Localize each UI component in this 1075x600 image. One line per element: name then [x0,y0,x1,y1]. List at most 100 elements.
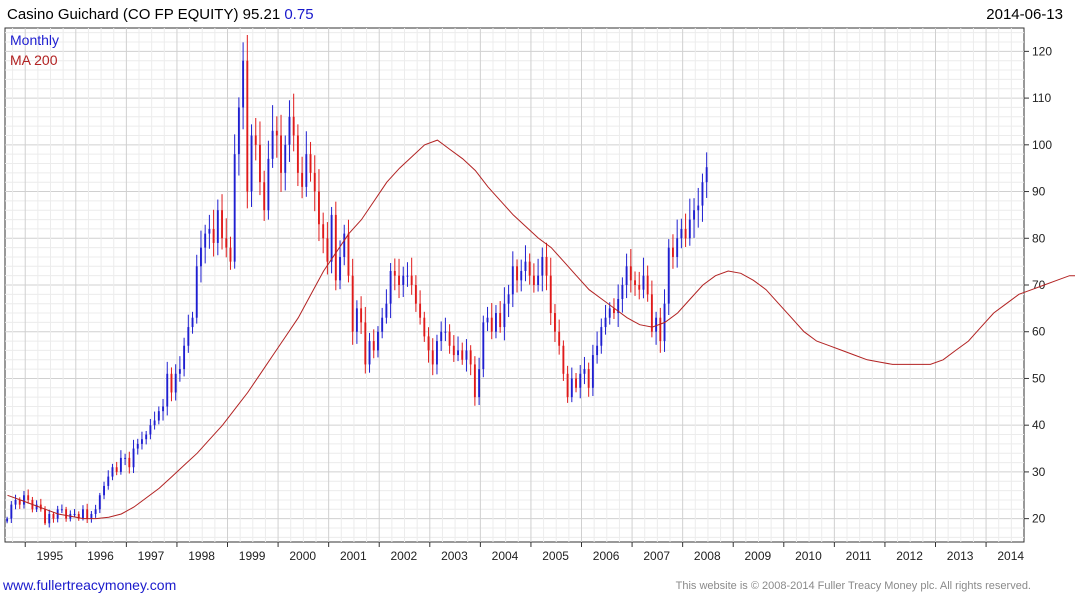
y-tick-label: 90 [1032,185,1046,199]
candle-body [680,228,683,239]
candle-body [221,210,223,239]
candle-body [600,327,603,346]
x-tick-label: 2004 [492,549,519,563]
y-tick-label: 50 [1032,371,1046,385]
candle-body [115,467,118,472]
candle-body [153,420,156,426]
copyright-notice: This website is © 2008-2014 Fuller Treac… [675,580,1031,592]
candle-body [90,513,93,519]
candle-body [313,172,316,192]
candle-body [254,135,257,145]
candle-body [343,233,346,257]
candle-body [524,261,527,271]
x-tick-label: 2005 [542,549,569,563]
candle-body [385,303,388,318]
candle-body [73,513,76,515]
ma200-line [7,139,1075,520]
candle-body [617,299,620,314]
candle-body [507,294,510,304]
candle-body [452,345,455,356]
candle-body [646,275,649,295]
candle-body [191,317,194,328]
candle-body [124,457,127,459]
candle-body [360,308,363,323]
candle-body [242,60,245,108]
x-tick-label: 1998 [188,549,215,563]
candle-body [52,513,55,519]
candle-body [225,238,228,248]
x-tick-label: 2001 [340,549,367,563]
candle-body [625,266,628,285]
x-tick-label: 2009 [745,549,772,563]
candle-body [516,266,518,281]
candle-body [216,210,219,243]
candle-body [457,350,459,356]
candle-body [10,504,13,519]
candle-body [94,509,97,514]
candle-body [259,144,261,183]
candle-body [200,247,202,267]
candle-body [414,285,417,304]
candle-body [166,373,169,407]
candle-body [701,182,704,206]
candle-body [250,135,253,192]
candle-body [178,369,181,374]
candle-body [377,331,379,351]
candle-body [132,448,135,468]
candle-body [575,378,577,388]
candle-body [107,476,110,486]
candle-body [195,266,198,318]
candle-body [14,499,17,505]
candle-body [482,322,485,370]
y-tick-label: 40 [1032,418,1046,432]
candle-body [461,350,464,360]
candle-body [528,261,531,276]
candle-body [339,256,341,281]
x-tick-label: 2013 [947,549,974,563]
x-tick-label: 1996 [87,549,114,563]
candle-body [591,355,594,388]
candle-body [6,518,9,522]
candle-body [638,285,641,290]
candle-body [621,285,624,300]
candle-body [642,275,645,290]
candle-body [419,303,422,318]
candle-body [427,336,430,351]
candle-body [495,313,497,332]
chart-header: Casino Guichard (CO FP EQUITY) 95.21 0.7… [7,6,314,23]
candle-body [613,308,615,314]
candle-body [537,275,540,285]
candle-body [570,378,573,398]
candle-body [119,457,122,472]
candle-body [469,350,472,365]
y-tick-label: 20 [1032,512,1046,526]
candle-body [398,275,400,285]
candle-body [326,238,329,262]
x-tick-label: 2014 [997,549,1024,563]
candle-body [486,317,489,323]
candle-body [406,275,409,277]
candles [6,34,708,528]
candle-body [566,373,569,398]
candle-body [473,364,476,398]
candle-body [23,495,25,505]
candle-body [141,439,143,444]
candle-body [301,172,304,187]
candle-body [275,130,278,136]
x-tick-label: 1995 [37,549,64,563]
candle-body [292,116,295,136]
candle-body [436,341,438,365]
candle-body [77,513,80,519]
candle-body [693,210,695,220]
candle-body [187,327,190,346]
candle-body [448,331,451,346]
candle-body [402,275,405,285]
candle-body [347,233,350,276]
x-tick-label: 2002 [391,549,418,563]
candle-body [364,322,367,365]
candle-body [629,266,632,281]
candle-body [136,443,139,449]
website-link[interactable]: www.fullertreacymoney.com [3,577,177,593]
candle-body [98,495,101,510]
